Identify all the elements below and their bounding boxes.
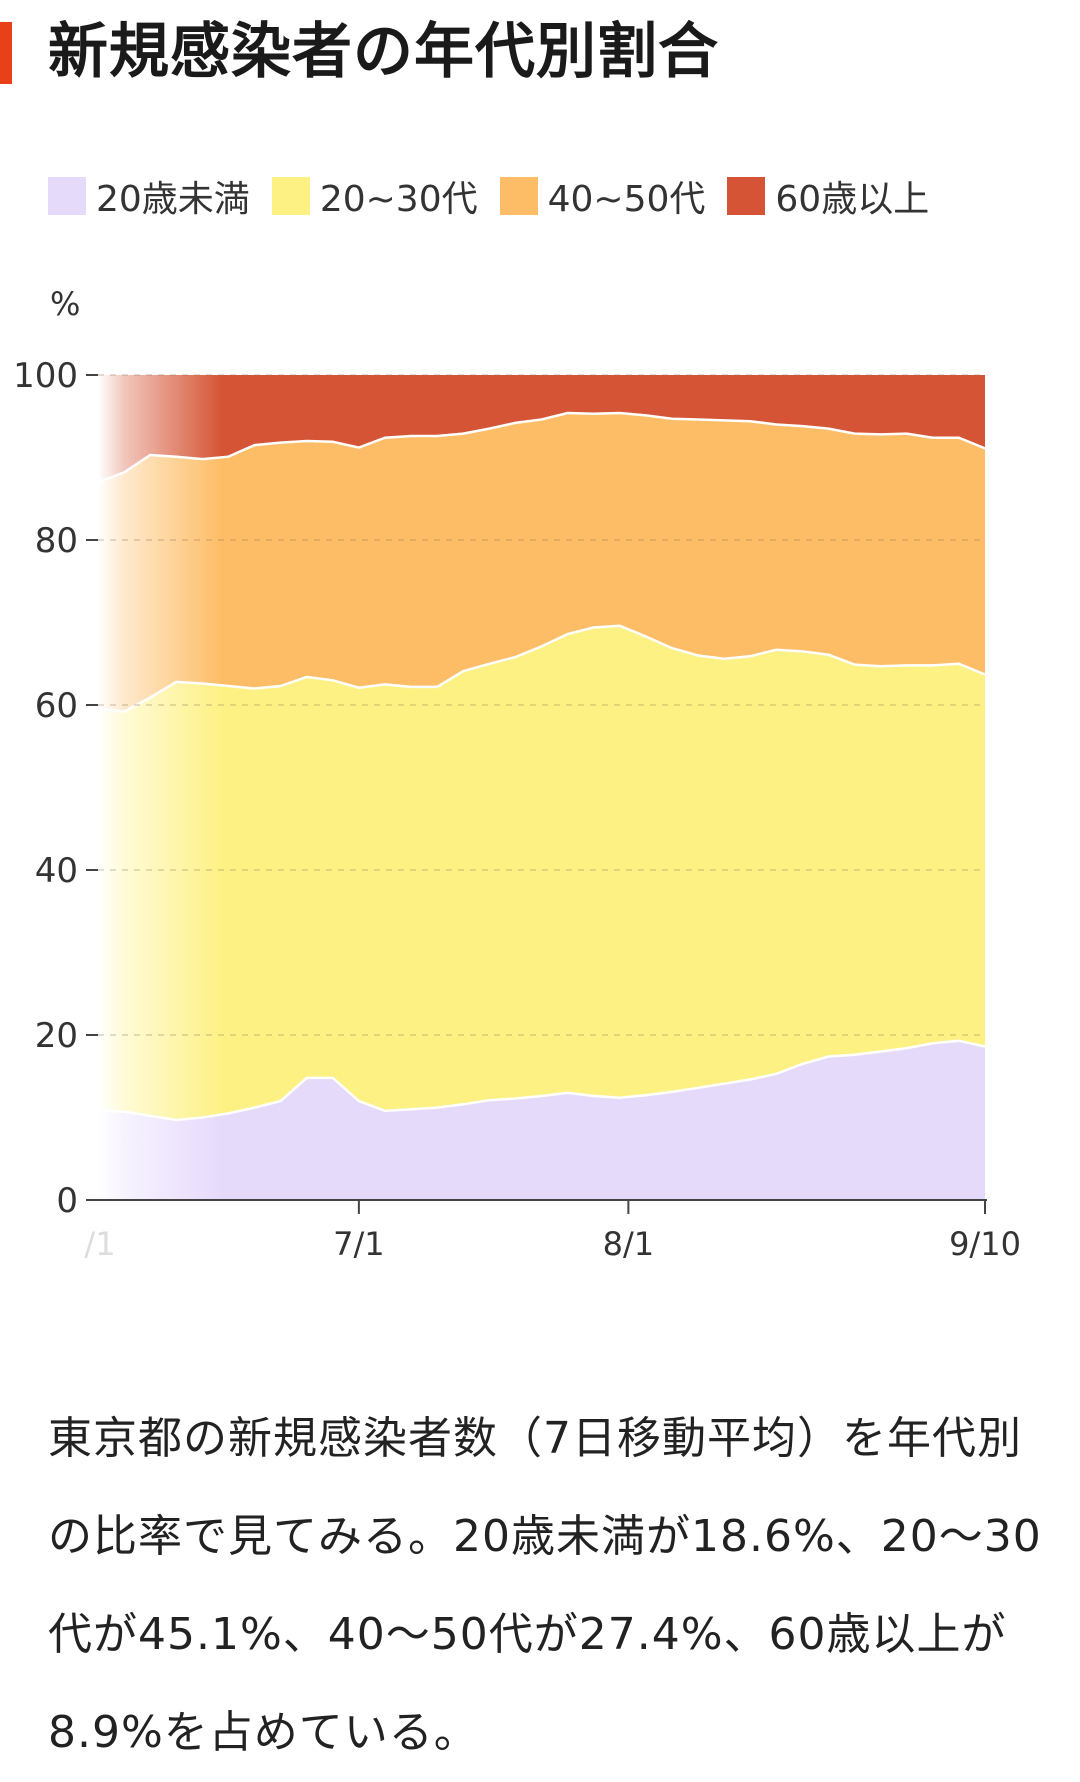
y-tick-label-20: 20	[35, 1016, 78, 1056]
description-text: 東京都の新規感染者数（7日移動平均）を年代別の比率で見てみる。20歳未満が18.…	[48, 1413, 1042, 1758]
legend-label-40-50: 40~50代	[547, 179, 706, 220]
legend-swatch-under20	[48, 177, 86, 215]
y-tick-label-80: 80	[35, 521, 78, 561]
y-axis-unit-label: %	[50, 285, 80, 323]
series-areas	[97, 375, 986, 1200]
legend-swatch-40-50	[499, 177, 538, 215]
x-tick-label-7-1: 7/1	[333, 1225, 385, 1263]
legend-swatch-over60	[727, 177, 766, 215]
x-tick-label-partial: /1	[84, 1225, 115, 1263]
legend-label-20-30: 20~30代	[319, 179, 478, 220]
chart-title: 新規感染者の年代別割合	[48, 17, 719, 87]
legend-item-40-50: 40~50代	[499, 170, 706, 222]
area-series-20-30	[98, 625, 985, 1120]
y-tick-label-40: 40	[35, 851, 78, 891]
y-tick-label-60: 60	[35, 686, 78, 726]
boundary-line-20-30	[97, 624, 986, 713]
area-series-over60	[98, 375, 985, 483]
boundary-line-under20	[97, 1039, 986, 1122]
y-tick-label-0: 0	[56, 1181, 78, 1221]
legend-label-under20: 20歳未満	[96, 179, 250, 220]
y-tick-label-100: 100	[13, 356, 78, 396]
area-series-40-50	[98, 413, 985, 712]
x-tick-label-9-10: 9/10	[949, 1225, 1021, 1263]
chart-area: 0 20 40 60 80 100% 7/1 8/1 9/10/1	[0, 280, 1080, 1270]
legend-swatch-20-30	[271, 177, 310, 215]
x-tick-label-8-1: 8/1	[603, 1225, 655, 1263]
legend-label-over60: 60歳以上	[775, 179, 930, 220]
legend-item-under20: 20歳未満	[48, 170, 250, 222]
area-series-under20	[98, 1040, 985, 1200]
stacked-area-chart: 0 20 40 60 80 100% 7/1 8/1 9/10/1	[13, 285, 1021, 1263]
legend: 20歳未満 20~30代 40~50代 60歳以上	[48, 170, 951, 222]
title-accent-bar	[0, 22, 12, 84]
boundary-line-40-50	[97, 411, 986, 484]
legend-item-20-30: 20~30代	[271, 170, 478, 222]
legend-item-over60: 60歳以上	[727, 170, 929, 222]
